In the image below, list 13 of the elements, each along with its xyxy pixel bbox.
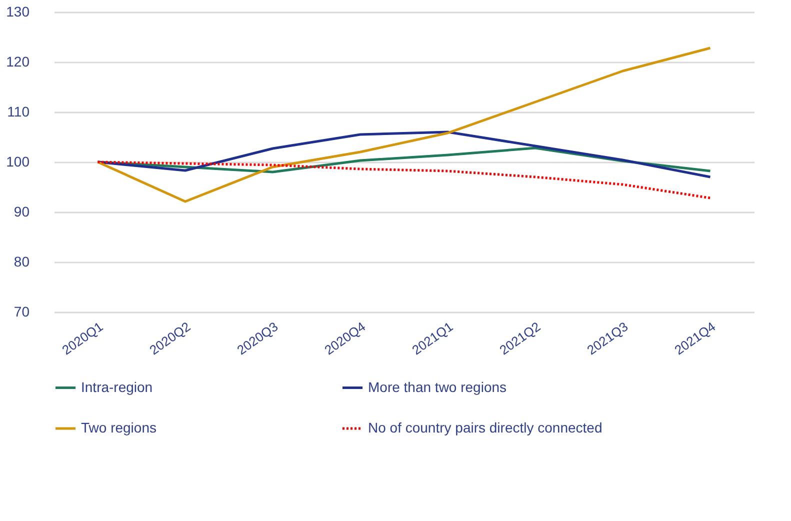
y-tick-label: 120	[6, 54, 30, 70]
y-tick-label: 90	[14, 204, 30, 220]
y-tick-label: 70	[14, 304, 30, 320]
y-tick-label: 110	[7, 104, 30, 120]
line-series	[96, 46, 712, 203]
y-tick-label: 100	[6, 154, 30, 170]
legend-label: More than two regions	[368, 378, 507, 395]
legend-label: Two regions	[81, 420, 156, 436]
legend-label: No of country pairs directly connected	[368, 420, 602, 436]
y-tick-label: 80	[14, 254, 30, 270]
y-tick-label: 130	[6, 4, 30, 20]
line-series	[96, 160, 712, 200]
legend-label: Intra-region	[81, 378, 153, 395]
